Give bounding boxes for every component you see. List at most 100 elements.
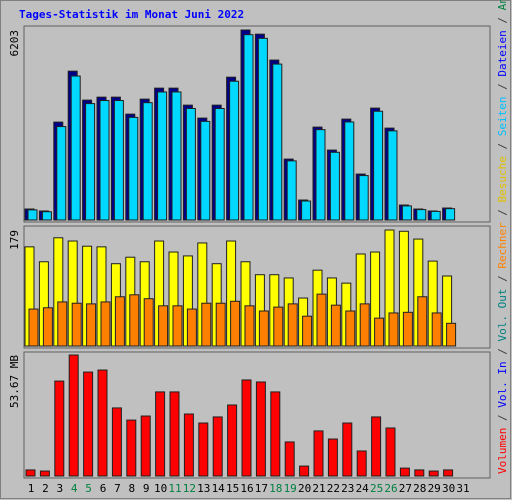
bar <box>126 419 137 477</box>
x-tick-label: 1 <box>28 482 35 495</box>
bar <box>272 63 283 221</box>
x-tick-label: 26 <box>384 482 397 495</box>
x-tick-label: 5 <box>85 482 92 495</box>
legend-entry: Rechner <box>496 222 509 269</box>
bar <box>212 416 223 477</box>
bar <box>299 465 310 477</box>
bar <box>445 208 456 221</box>
x-tick-label: 6 <box>100 482 107 495</box>
bar <box>113 100 124 221</box>
bar <box>157 91 168 221</box>
bar <box>244 305 255 347</box>
bar <box>270 391 281 477</box>
bar <box>158 305 169 347</box>
bar <box>71 302 82 347</box>
legend-separator: / <box>496 408 509 428</box>
x-tick-label: 15 <box>226 482 239 495</box>
bar <box>344 121 355 221</box>
bar <box>374 317 385 347</box>
bar <box>200 120 211 221</box>
x-tick-label: 16 <box>240 482 253 495</box>
x-tick-label: 18 <box>269 482 282 495</box>
legend-entry: Besuche <box>496 156 509 202</box>
bar <box>402 311 413 347</box>
bar <box>388 312 399 347</box>
bar <box>27 209 38 221</box>
bar <box>387 130 398 221</box>
bar <box>356 450 367 477</box>
bar <box>430 210 441 221</box>
bar <box>342 422 353 477</box>
bar <box>114 296 125 347</box>
x-tick-label: 31 <box>456 482 469 495</box>
bar <box>83 371 94 477</box>
bar <box>416 209 427 221</box>
bar <box>100 301 111 347</box>
legend-separator: / <box>496 10 509 30</box>
legend-entry: Anfragen <box>496 0 509 10</box>
bar <box>128 116 139 221</box>
bar <box>143 298 154 347</box>
bar <box>330 304 341 347</box>
bar <box>214 108 225 221</box>
bar <box>85 103 96 221</box>
bar <box>371 416 382 477</box>
bar <box>86 303 97 347</box>
bar <box>42 307 53 347</box>
bar <box>99 100 110 221</box>
legend-entry: Dateien <box>496 30 509 76</box>
bar <box>401 205 412 221</box>
bar <box>230 300 241 347</box>
x-tick-label: 14 <box>212 482 226 495</box>
x-tick-label: 23 <box>341 482 354 495</box>
bar <box>243 34 254 221</box>
x-tick-label: 13 <box>197 482 210 495</box>
x-tick-label: 29 <box>428 482 441 495</box>
x-tick-label: 2 <box>42 482 49 495</box>
bar <box>142 102 153 221</box>
x-tick-label: 27 <box>399 482 412 495</box>
bar <box>57 301 68 347</box>
bar <box>111 407 122 477</box>
bar <box>385 427 396 477</box>
bar <box>41 211 52 221</box>
bar <box>431 312 442 347</box>
bar <box>201 302 212 347</box>
x-tick-label: 8 <box>128 482 135 495</box>
legend-separator: / <box>496 269 509 289</box>
bar <box>241 379 252 477</box>
legend-separator: / <box>496 342 509 362</box>
bar <box>25 469 36 477</box>
bar <box>257 37 268 221</box>
bar <box>428 470 439 477</box>
bar <box>287 303 298 347</box>
bar <box>169 391 180 477</box>
bar <box>155 391 166 477</box>
bar <box>183 413 194 477</box>
bar <box>255 381 266 477</box>
bar <box>315 129 326 221</box>
bar <box>358 175 369 221</box>
x-tick-label: 19 <box>284 482 297 495</box>
bar <box>28 308 39 347</box>
x-tick-label: 4 <box>71 482 78 495</box>
bar <box>97 369 108 477</box>
bar <box>229 80 240 221</box>
bar <box>359 303 370 347</box>
x-tick-label: 17 <box>255 482 268 495</box>
x-tick-label: 3 <box>56 482 63 495</box>
bar <box>56 126 67 221</box>
x-tick-label: 9 <box>143 482 150 495</box>
bar <box>185 108 196 221</box>
legend-separator: / <box>496 202 509 222</box>
bar <box>227 404 238 477</box>
bar <box>70 75 81 221</box>
bar <box>140 415 151 477</box>
bar <box>54 380 65 477</box>
x-tick-label: 11 <box>168 482 181 495</box>
bar <box>273 306 284 347</box>
bar <box>313 430 324 477</box>
y-tick-label: 179 <box>8 230 21 250</box>
x-tick-label: 25 <box>370 482 383 495</box>
